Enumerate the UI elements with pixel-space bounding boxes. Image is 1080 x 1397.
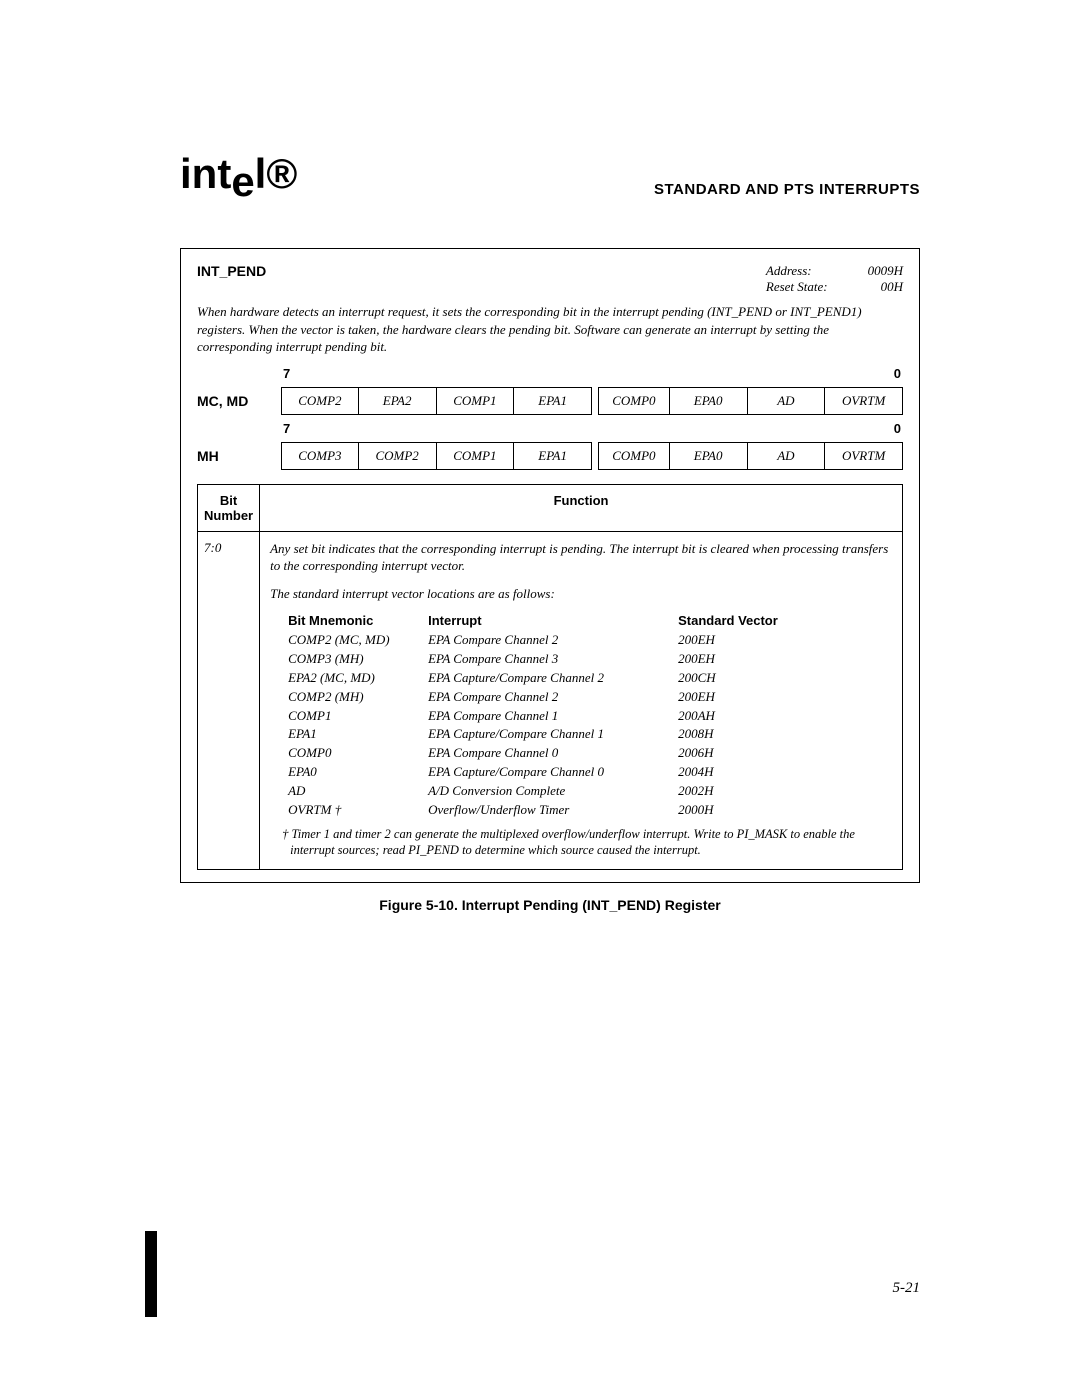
vec-mnemonic: OVRTM † bbox=[288, 801, 418, 820]
vector-table: Bit Mnemonic Interrupt Standard Vector C… bbox=[288, 612, 892, 819]
bit-cell: COMP1 bbox=[436, 442, 515, 470]
intel-logo: intel® bbox=[180, 150, 297, 198]
register-name: INT_PEND bbox=[197, 263, 266, 295]
address-label: Address: bbox=[766, 263, 828, 279]
reset-value: 00H bbox=[868, 279, 903, 295]
registered-symbol: ® bbox=[266, 150, 297, 198]
vec-interrupt: EPA Capture/Compare Channel 0 bbox=[428, 763, 668, 782]
vec-interrupt: EPA Compare Channel 2 bbox=[428, 631, 668, 650]
vec-interrupt: EPA Capture/Compare Channel 1 bbox=[428, 725, 668, 744]
bit-high: 7 bbox=[283, 366, 290, 381]
vector-footnote: † Timer 1 and timer 2 can generate the m… bbox=[276, 826, 892, 860]
vec-hdr-mnemonic: Bit Mnemonic bbox=[288, 612, 418, 631]
vec-hdr-interrupt: Interrupt bbox=[428, 612, 668, 631]
register-box: INT_PEND Address: 0009H Reset State: 00H… bbox=[180, 248, 920, 883]
bit-row: MC, MD COMP2 EPA2 COMP1 EPA1 COMP0 EPA0 … bbox=[197, 387, 903, 415]
vec-interrupt: EPA Compare Channel 3 bbox=[428, 650, 668, 669]
function-table: Bit Number Function 7:0 Any set bit indi… bbox=[197, 484, 903, 871]
vec-vector: 2008H bbox=[678, 725, 788, 744]
reset-label: Reset State: bbox=[766, 279, 828, 295]
bit-cell: OVRTM bbox=[824, 442, 903, 470]
col-bit-header: Bit Number bbox=[198, 484, 260, 531]
vec-vector: 2004H bbox=[678, 763, 788, 782]
bit-cell: COMP2 bbox=[281, 387, 359, 415]
bit-cell: COMP3 bbox=[281, 442, 359, 470]
function-cell: Any set bit indicates that the correspon… bbox=[260, 531, 903, 870]
bit-cell: EPA0 bbox=[669, 442, 748, 470]
bit-cell: OVRTM bbox=[824, 387, 903, 415]
vec-vector: 200AH bbox=[678, 707, 788, 726]
bit-cell: COMP1 bbox=[436, 387, 515, 415]
vec-mnemonic: COMP0 bbox=[288, 744, 418, 763]
vec-mnemonic: COMP3 (MH) bbox=[288, 650, 418, 669]
bit-cell: COMP0 bbox=[598, 442, 670, 470]
bit-row: 7 0 bbox=[197, 366, 903, 383]
vec-mnemonic: AD bbox=[288, 782, 418, 801]
tab-bar-icon bbox=[145, 1231, 157, 1317]
vec-interrupt: EPA Compare Channel 1 bbox=[428, 707, 668, 726]
vec-mnemonic: EPA1 bbox=[288, 725, 418, 744]
register-meta: Address: 0009H Reset State: 00H bbox=[766, 263, 903, 295]
bit-low: 0 bbox=[894, 421, 901, 436]
bit-cell: AD bbox=[747, 387, 826, 415]
chapter-title: STANDARD AND PTS INTERRUPTS bbox=[654, 181, 920, 198]
bit-cell: EPA2 bbox=[358, 387, 437, 415]
col-func-header: Function bbox=[260, 484, 903, 531]
vec-vector: 2000H bbox=[678, 801, 788, 820]
bit-cell: COMP0 bbox=[598, 387, 670, 415]
vec-vector: 200CH bbox=[678, 669, 788, 688]
page-header: intel® STANDARD AND PTS INTERRUPTS bbox=[180, 150, 920, 198]
vec-hdr-vector: Standard Vector bbox=[678, 612, 788, 631]
vec-mnemonic: COMP1 bbox=[288, 707, 418, 726]
vec-vector: 200EH bbox=[678, 631, 788, 650]
vec-interrupt: EPA Compare Channel 2 bbox=[428, 688, 668, 707]
bit-low: 0 bbox=[894, 366, 901, 381]
bit-row: MH COMP3 COMP2 COMP1 EPA1 COMP0 EPA0 AD … bbox=[197, 442, 903, 470]
vec-interrupt: A/D Conversion Complete bbox=[428, 782, 668, 801]
vec-vector: 2006H bbox=[678, 744, 788, 763]
figure-caption: Figure 5-10. Interrupt Pending (INT_PEND… bbox=[180, 897, 920, 913]
function-intro-2: The standard interrupt vector locations … bbox=[270, 585, 892, 603]
bit-cell: EPA0 bbox=[669, 387, 748, 415]
bit-row-label: MH bbox=[197, 448, 275, 464]
bit-cell: COMP2 bbox=[358, 442, 437, 470]
vec-interrupt: Overflow/Underflow Timer bbox=[428, 801, 668, 820]
vec-mnemonic: EPA0 bbox=[288, 763, 418, 782]
address-value: 0009H bbox=[868, 263, 903, 279]
vec-mnemonic: COMP2 (MH) bbox=[288, 688, 418, 707]
register-description: When hardware detects an interrupt reque… bbox=[197, 303, 903, 356]
vec-mnemonic: EPA2 (MC, MD) bbox=[288, 669, 418, 688]
bit-range-cell: 7:0 bbox=[198, 531, 260, 870]
function-intro-1: Any set bit indicates that the correspon… bbox=[270, 540, 892, 575]
vec-interrupt: EPA Compare Channel 0 bbox=[428, 744, 668, 763]
bit-cell: AD bbox=[747, 442, 826, 470]
vec-interrupt: EPA Capture/Compare Channel 2 bbox=[428, 669, 668, 688]
vec-mnemonic: COMP2 (MC, MD) bbox=[288, 631, 418, 650]
bit-cell: EPA1 bbox=[513, 387, 592, 415]
bit-row: 7 0 bbox=[197, 421, 903, 438]
page-number: 5-21 bbox=[893, 1280, 921, 1297]
bit-row-label: MC, MD bbox=[197, 393, 275, 409]
bit-high: 7 bbox=[283, 421, 290, 436]
vec-vector: 200EH bbox=[678, 688, 788, 707]
bit-cell: EPA1 bbox=[513, 442, 592, 470]
vec-vector: 2002H bbox=[678, 782, 788, 801]
vec-vector: 200EH bbox=[678, 650, 788, 669]
